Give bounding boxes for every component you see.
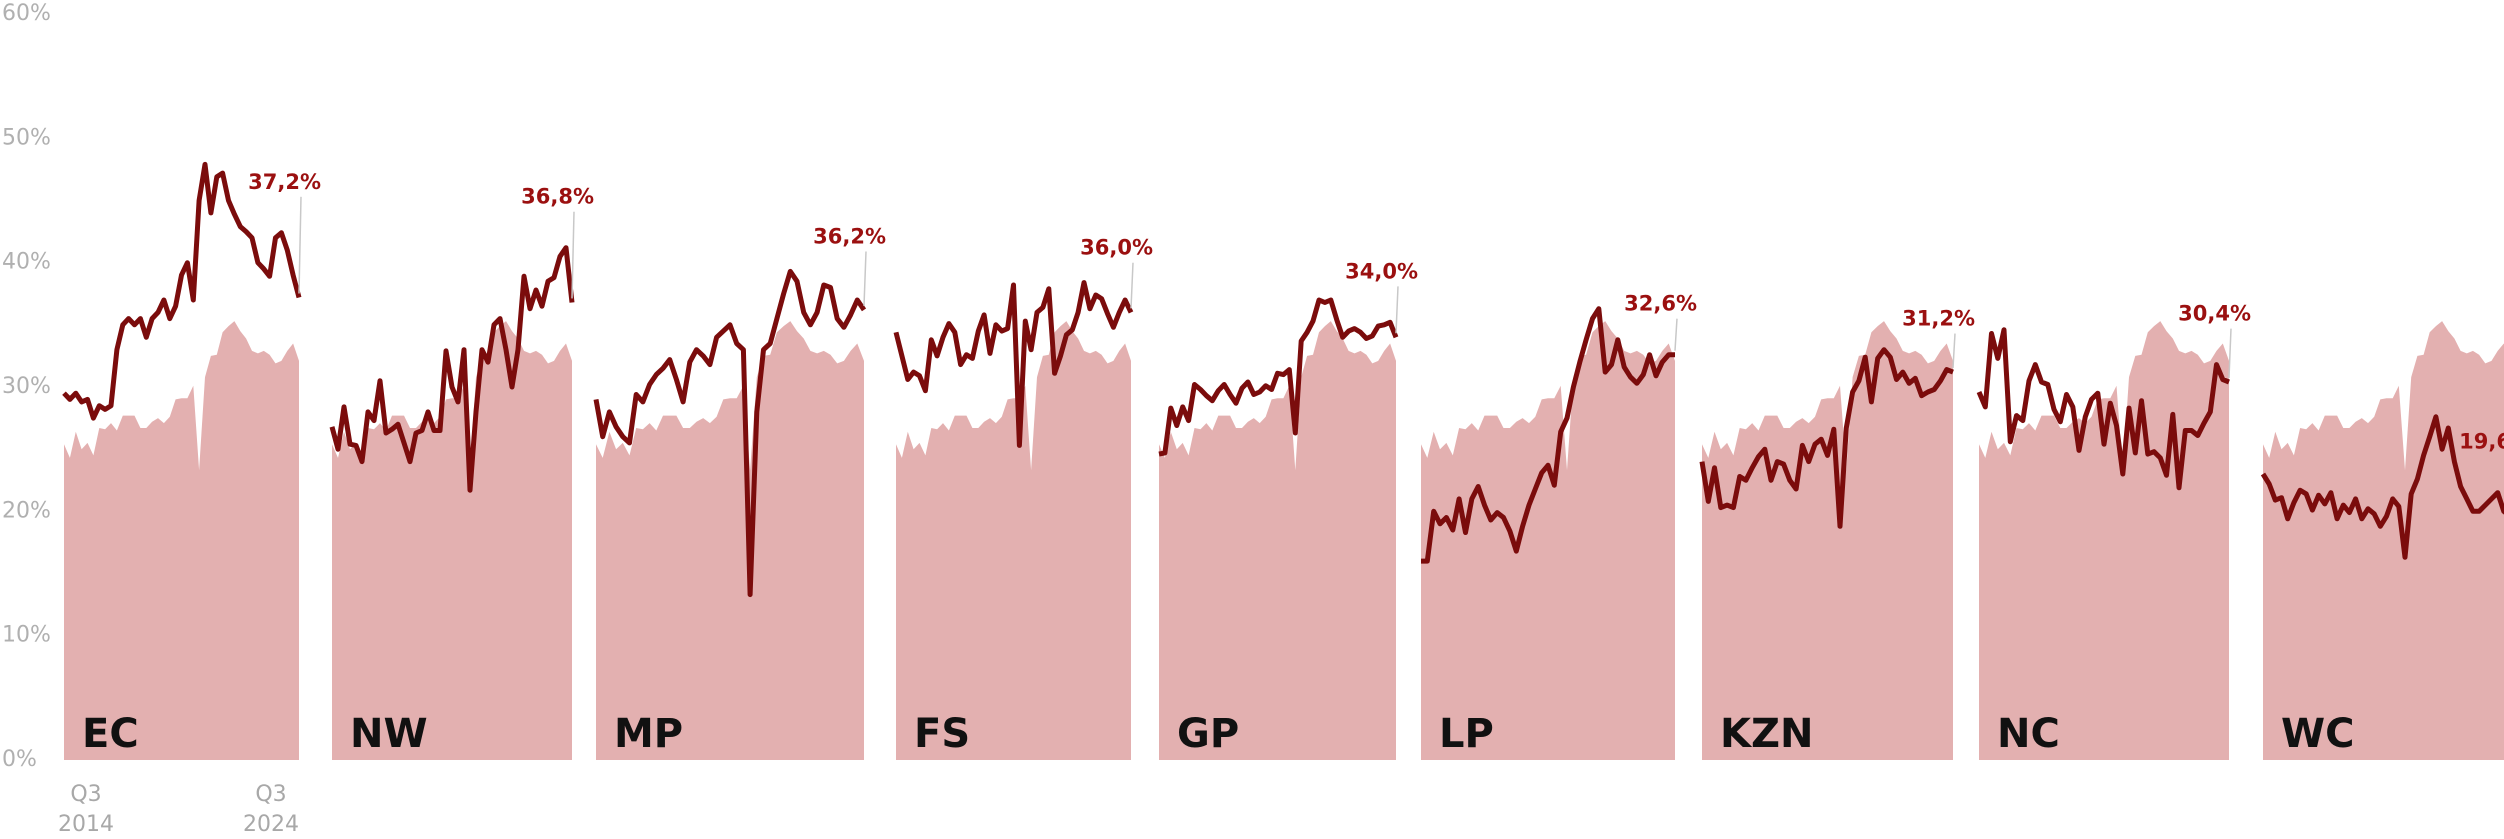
x-tick-label: Q3 2014 xyxy=(58,782,114,837)
background-area xyxy=(1979,321,2229,760)
leader-line xyxy=(863,251,867,306)
end-label: 30,4% xyxy=(2178,302,2251,326)
province-line xyxy=(1699,347,1954,529)
y-tick-label: 40% xyxy=(2,250,51,275)
province-line xyxy=(1158,297,1399,457)
leader-line xyxy=(1395,286,1399,334)
province-name: LP xyxy=(1439,711,1494,757)
leader-line xyxy=(298,196,302,294)
background-area xyxy=(1702,321,1953,760)
y-tick-label: 10% xyxy=(2,623,51,648)
province-name: NW xyxy=(350,711,428,757)
province-line xyxy=(62,161,302,421)
y-tick-label: 60% xyxy=(2,1,51,26)
end-label: 36,0% xyxy=(1080,236,1153,260)
leader-line xyxy=(571,211,575,299)
end-label: 36,2% xyxy=(813,225,886,249)
province-name: EC xyxy=(82,711,139,757)
y-tick-label: 30% xyxy=(2,374,51,399)
end-label: 34,0% xyxy=(1345,259,1418,283)
background-area xyxy=(1159,321,1396,760)
province-name: NC xyxy=(1997,711,2060,757)
province-line xyxy=(593,268,867,598)
y-tick-label: 20% xyxy=(2,498,51,523)
y-tick-label: 50% xyxy=(2,125,51,150)
end-label: 19,6% xyxy=(2459,430,2504,454)
background-area xyxy=(896,321,1131,760)
background-area xyxy=(596,321,864,760)
background-area xyxy=(64,321,299,760)
background-area xyxy=(1421,321,1675,760)
province-name: KZN xyxy=(1720,711,1813,757)
province-line xyxy=(329,245,575,493)
leader-line xyxy=(1674,318,1678,351)
end-label: 31,2% xyxy=(1902,307,1975,331)
province-name: MP xyxy=(614,711,683,757)
province-line xyxy=(893,280,1134,448)
background-area xyxy=(2263,321,2504,760)
end-label: 37,2% xyxy=(248,170,321,194)
leader-line xyxy=(1130,262,1134,309)
end-label: 36,8% xyxy=(521,185,594,209)
province-name: FS xyxy=(914,711,970,757)
y-tick-label: 0% xyxy=(2,747,37,772)
province-line xyxy=(2260,414,2504,560)
x-tick-label: Q3 2024 xyxy=(243,782,299,837)
leader-line xyxy=(2228,328,2232,379)
province-name: GP xyxy=(1177,711,1239,757)
leader-line xyxy=(1952,333,1956,369)
end-label: 32,6% xyxy=(1624,292,1697,316)
province-line xyxy=(1976,327,2230,491)
province-name: WC xyxy=(2281,711,2354,757)
province-line xyxy=(1421,306,1675,564)
